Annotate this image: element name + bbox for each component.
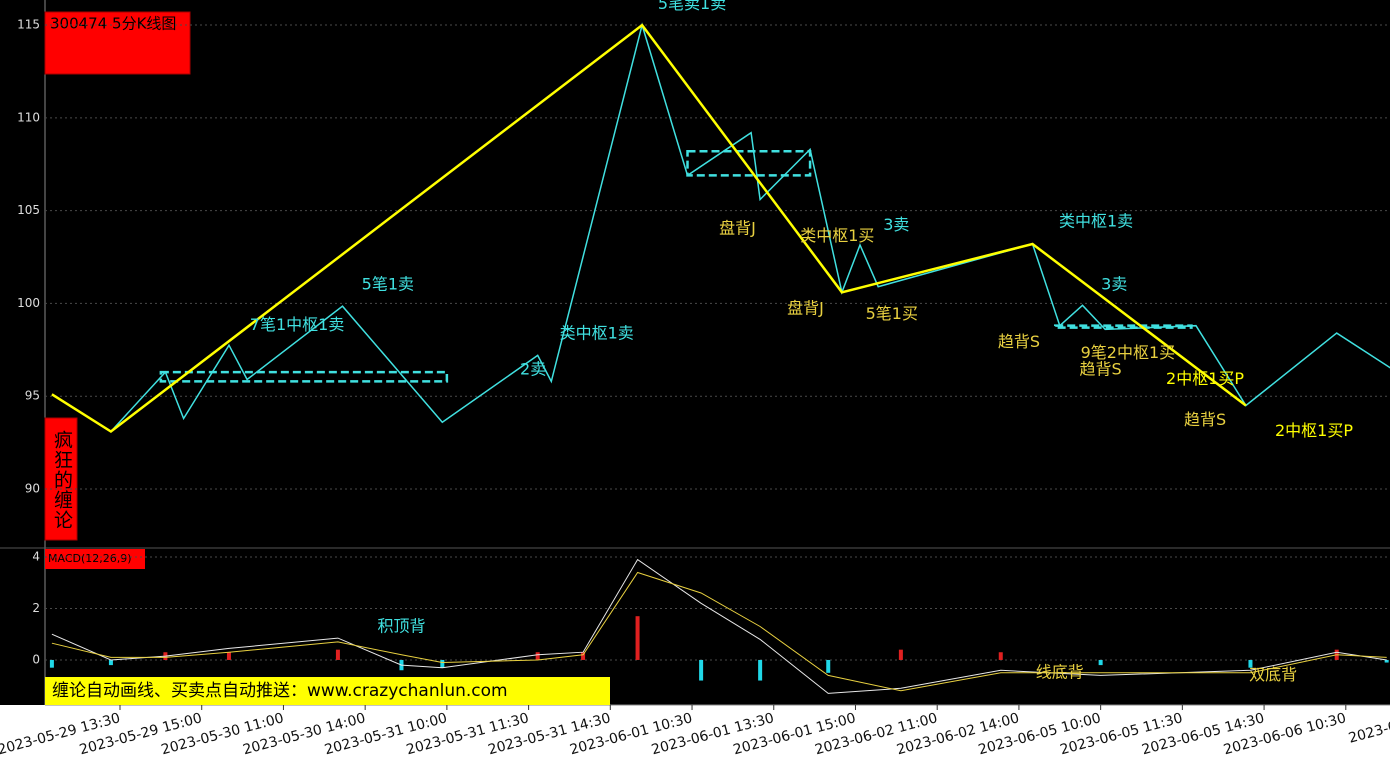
macd-bar	[49, 659, 54, 668]
banner-bg	[45, 677, 610, 705]
zhongshu-box	[686, 149, 812, 177]
title-box: 300474 5分K线图	[44, 11, 191, 75]
y-tick-label: 115	[17, 18, 40, 32]
macd-bar	[1248, 659, 1253, 668]
title-bg	[44, 11, 191, 75]
macd-bar	[826, 659, 831, 673]
banner-text: 缠论自动画线、买卖点自动推送：www.crazychanlun.com	[52, 681, 508, 701]
x-tick-label: 2023-06-06	[1347, 710, 1390, 747]
y-tick-label: 105	[17, 203, 40, 217]
watermark-bg	[44, 417, 78, 541]
y-tick-label: 2	[32, 601, 40, 615]
zhongshu-box	[159, 370, 449, 383]
annotation: 2中枢1买P	[1275, 421, 1353, 440]
annotation: 类中枢1卖	[560, 324, 634, 343]
y-tick-label: 0	[32, 652, 40, 666]
macd-bar	[699, 659, 704, 681]
macd-bar	[635, 616, 640, 660]
annotation: 趋背S	[1080, 360, 1122, 379]
annotation: 5笔1卖	[362, 274, 414, 293]
line	[51, 558, 1387, 694]
macd-bar	[898, 649, 903, 660]
y-tick-label: 90	[25, 481, 40, 495]
annotation: 7笔1中枢1卖	[250, 315, 345, 334]
annotation: 盘背J	[719, 219, 756, 238]
macd-bar	[998, 652, 1003, 660]
macd-bar	[1384, 659, 1389, 663]
y-tick-label: 110	[17, 110, 40, 124]
annotation: 双底背	[1249, 665, 1297, 684]
macd-bar	[108, 659, 113, 666]
annotation: 3卖	[883, 215, 909, 234]
annotation: 类中枢1卖	[1059, 211, 1133, 230]
annotation: 2中枢1买P	[1166, 369, 1244, 388]
macd-bar	[335, 649, 340, 660]
y-tick-label: 95	[25, 389, 40, 403]
annotation: 趋背S	[1184, 410, 1226, 429]
macd-title-box: MACD(12,26,9)	[45, 549, 145, 569]
macd-bar	[1098, 659, 1103, 666]
annotation: 线底背	[1036, 662, 1084, 681]
annotation: 盘背J	[787, 298, 824, 317]
banner: 缠论自动画线、买卖点自动推送：www.crazychanlun.com	[45, 677, 610, 705]
macd-bar	[535, 652, 540, 660]
annotation: 趋背S	[998, 332, 1040, 351]
y-tick-label: 4	[32, 550, 40, 564]
chart-title: 300474 5分K线图	[50, 15, 176, 33]
macd-bar	[440, 659, 445, 668]
annotation: 3卖	[1101, 274, 1127, 293]
watermark-box: 疯狂的缠论	[44, 417, 78, 541]
macd-bar	[758, 659, 763, 681]
line	[110, 22, 1390, 433]
macd-bar	[226, 652, 231, 660]
annotation: 9笔2中枢1买	[1081, 343, 1176, 362]
macd-bar	[581, 652, 586, 660]
macd-title: MACD(12,26,9)	[48, 552, 132, 565]
line	[51, 23, 1247, 434]
watermark: 疯狂的缠论	[51, 430, 73, 530]
line	[51, 571, 1387, 692]
macd-title-bg	[45, 549, 145, 569]
annotation: 5笔卖1卖	[658, 0, 726, 13]
zhongshu-box	[1053, 324, 1193, 329]
annotation: 2卖	[520, 360, 546, 379]
annotation: 类中枢1买	[800, 226, 874, 245]
y-tick-label: 100	[17, 296, 40, 310]
annotation: 积顶背	[377, 617, 425, 636]
annotation: 5笔1买	[866, 304, 918, 323]
